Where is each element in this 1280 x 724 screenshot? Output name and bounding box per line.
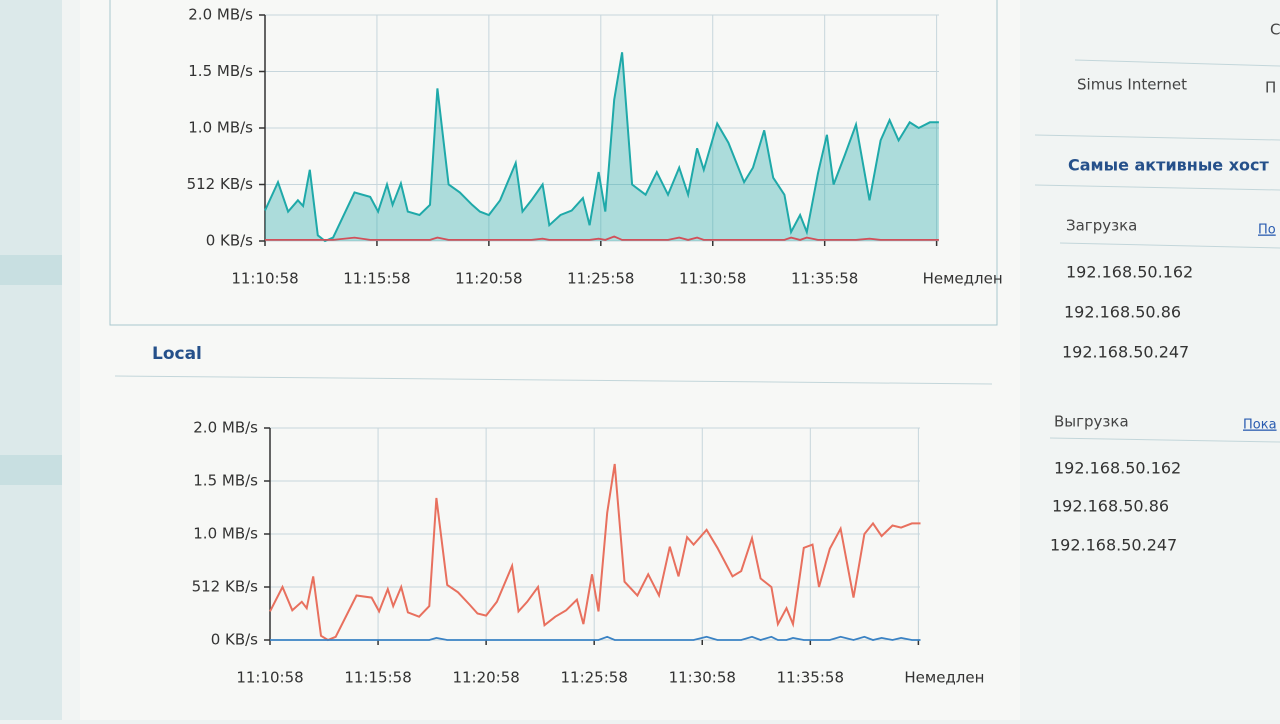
x-tick-label: 11:20:58	[452, 669, 519, 687]
chart-frame	[109, 0, 998, 326]
left-panel-item	[0, 455, 62, 485]
y-tick-label: 512 KB/s	[187, 175, 254, 193]
host: 192.168.50.162	[1066, 263, 1193, 282]
download-label: Загрузка	[1066, 217, 1137, 235]
y-tick-label: 1.0 MB/s	[193, 525, 258, 543]
divider	[1074, 59, 1280, 67]
x-tick-label: 11:30:58	[679, 270, 746, 288]
x-tick-label: 11:30:58	[669, 669, 736, 687]
x-tick-label: 11:35:58	[777, 669, 844, 687]
x-tick-label: 11:15:58	[344, 669, 411, 687]
area	[265, 52, 939, 241]
series-line	[265, 235, 939, 241]
divider	[114, 375, 993, 385]
y-tick-label: 1.5 MB/s	[188, 62, 253, 80]
host: 192.168.50.162	[1054, 459, 1181, 478]
left-panel	[0, 0, 62, 720]
y-tick-label: 512 KB/s	[192, 578, 259, 596]
series-line	[269, 463, 921, 642]
x-tick-label: 11:10:58	[231, 270, 298, 288]
cut-label: С	[1270, 21, 1280, 39]
cut-label: П	[1265, 79, 1276, 97]
x-tick-label: 11:25:58	[561, 669, 628, 687]
x-tick-label: Немедлен	[904, 669, 984, 687]
host: 192.168.50.247	[1050, 536, 1177, 555]
y-tick-label: 0 KB/s	[211, 631, 258, 649]
x-tick-label: Немедлен	[923, 270, 1003, 288]
divider	[1034, 134, 1280, 141]
x-tick-label: 11:15:58	[343, 270, 410, 288]
heading: Самые активные хост	[1068, 156, 1270, 175]
divider	[1049, 437, 1280, 443]
section-title: Local	[152, 344, 202, 364]
divider	[1034, 184, 1280, 191]
y-tick-label: 2.0 MB/s	[193, 419, 258, 437]
y-tick-label: 1.5 MB/s	[193, 472, 258, 490]
upload-label: Выгрузка	[1054, 413, 1129, 431]
show-link[interactable]: По	[1258, 223, 1276, 238]
provider: Simus Internet	[1077, 76, 1187, 94]
y-tick-label: 2.0 MB/s	[188, 6, 253, 24]
content	[80, 0, 1020, 720]
show-link[interactable]: Пока	[1243, 418, 1277, 433]
y-tick-label: 1.0 MB/s	[188, 119, 253, 137]
host: 192.168.50.247	[1062, 343, 1189, 362]
host: 192.168.50.86	[1052, 497, 1169, 516]
series-line	[264, 52, 939, 243]
divider	[1059, 242, 1280, 249]
x-tick-label: 11:20:58	[455, 270, 522, 288]
x-tick-label: 11:10:58	[236, 669, 303, 687]
x-tick-label: 11:25:58	[567, 270, 634, 288]
host: 192.168.50.86	[1064, 303, 1181, 322]
series-line	[270, 635, 921, 641]
left-panel-item	[0, 255, 62, 285]
x-tick-label: 11:35:58	[791, 270, 858, 288]
y-tick-label: 0 KB/s	[206, 232, 253, 250]
